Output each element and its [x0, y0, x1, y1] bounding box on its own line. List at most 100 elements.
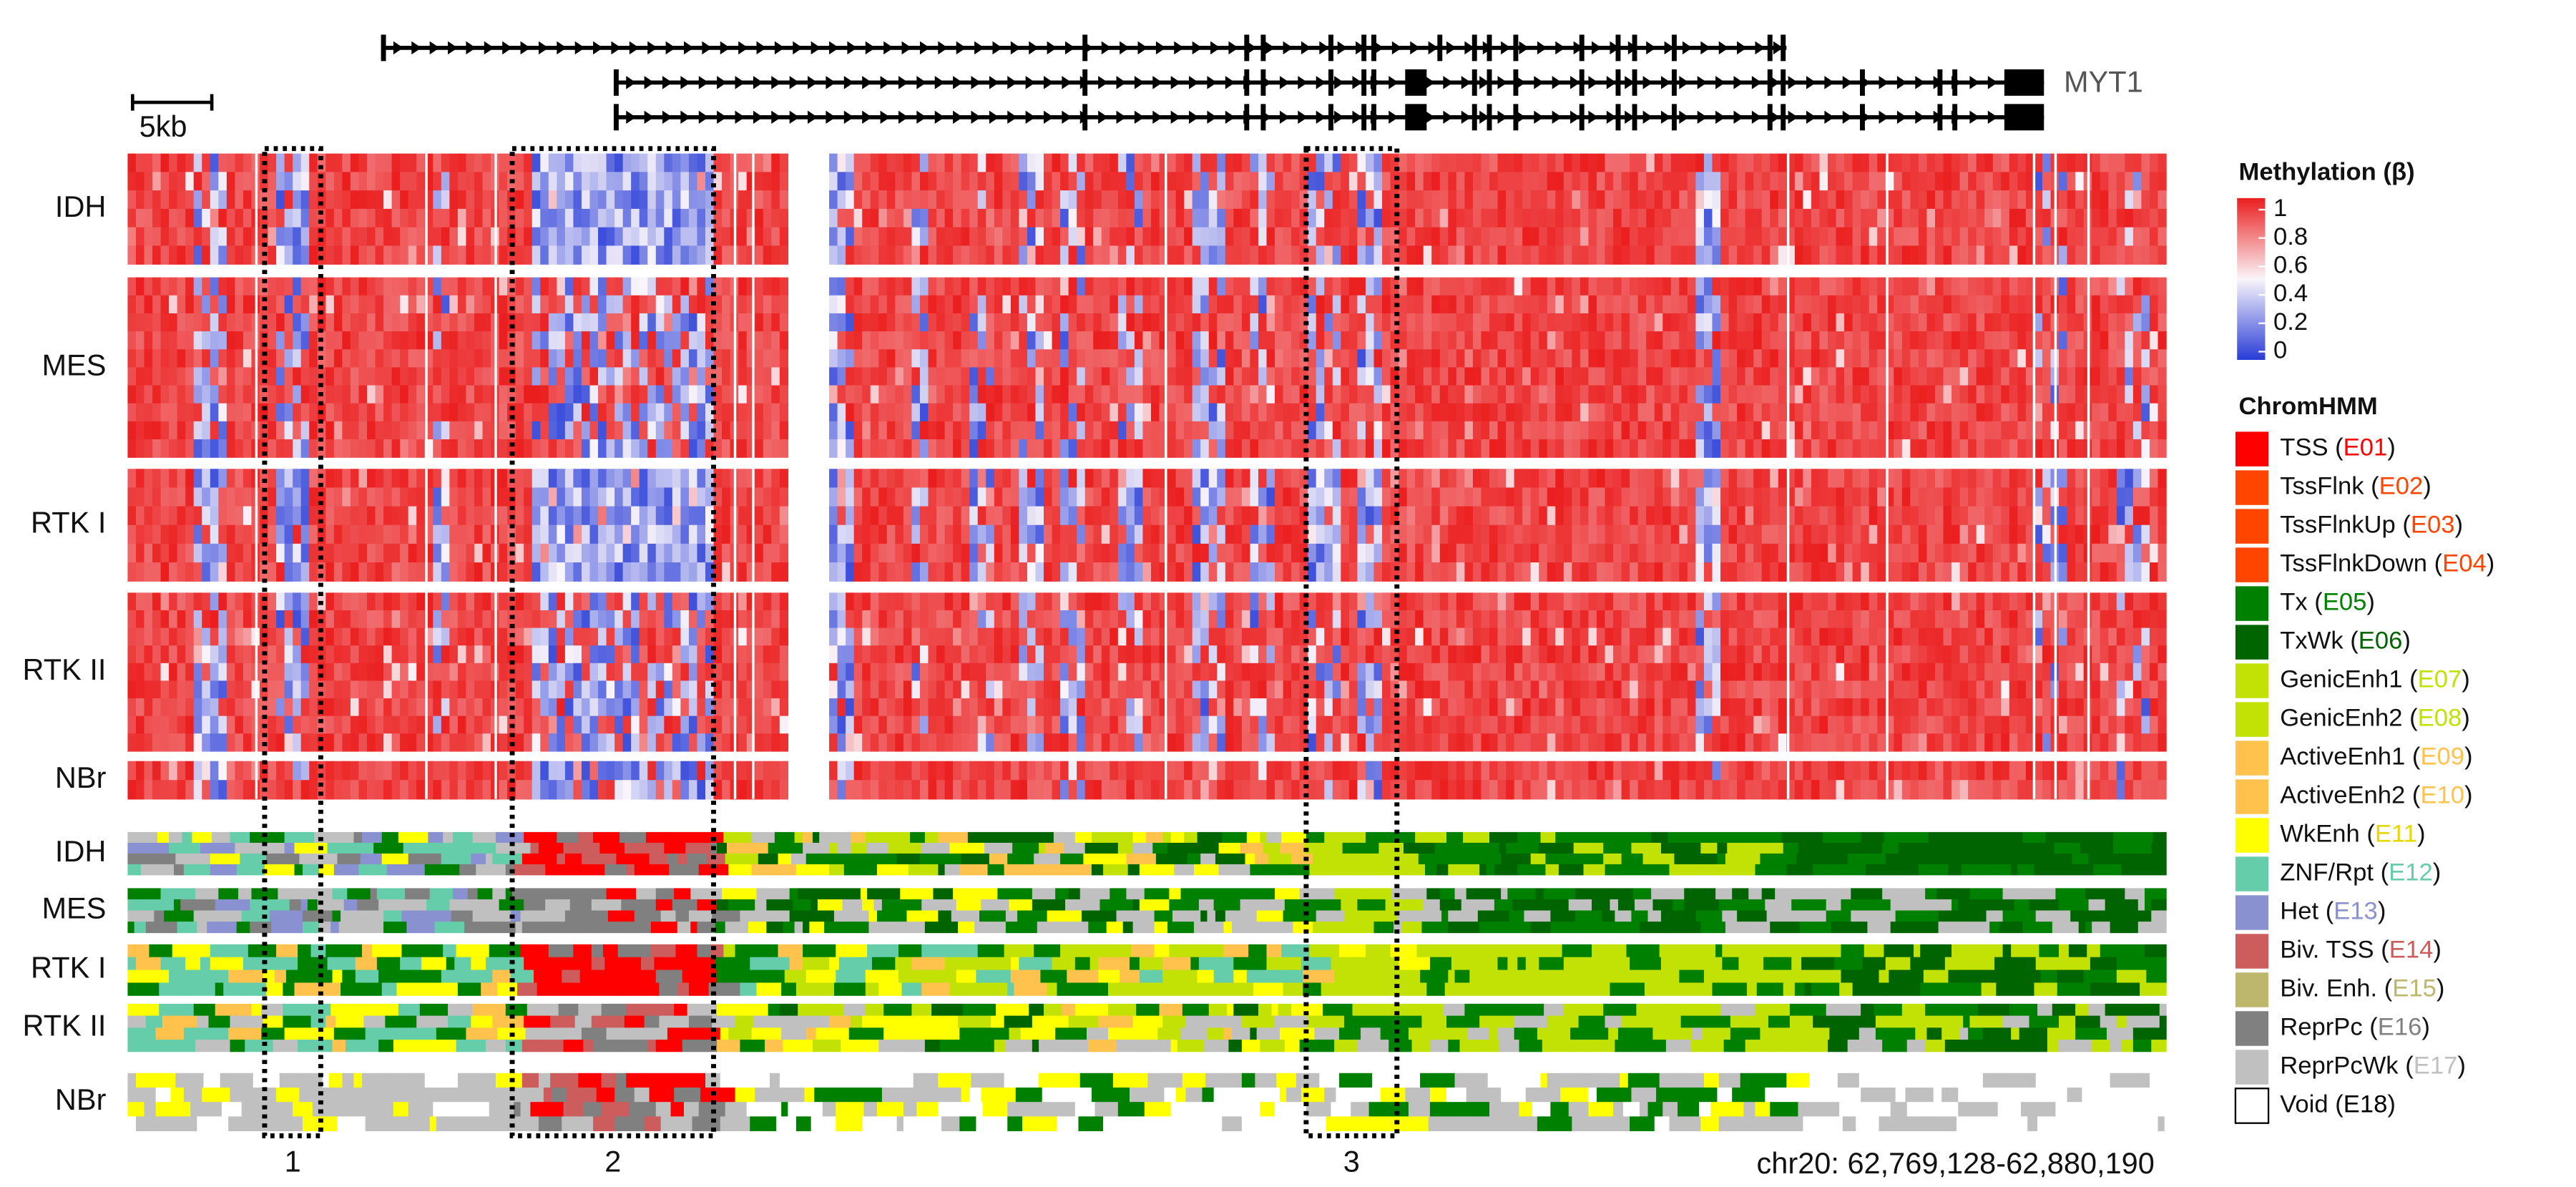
strand-arrow	[1824, 110, 1835, 124]
methylation-cell	[218, 208, 227, 228]
strand-arrow	[1773, 41, 1783, 55]
methylation-cell	[1184, 153, 1193, 173]
methylation-cell	[499, 403, 508, 422]
methylation-cell	[366, 295, 376, 314]
strand-arrow	[698, 76, 709, 89]
methylation-cell	[1943, 469, 1952, 489]
methylation-cell	[953, 385, 962, 404]
methylation-cell	[886, 524, 896, 544]
strand-arrow	[1806, 110, 1816, 124]
methylation-cell	[1828, 469, 1837, 489]
methylation-cell	[655, 367, 665, 386]
methylation-cell	[2092, 367, 2101, 386]
methylation-cell	[1580, 227, 1590, 247]
exon	[1471, 34, 1477, 62]
methylation-cell	[358, 421, 368, 440]
methylation-cell	[2067, 245, 2076, 265]
methylation-cell	[160, 385, 170, 404]
methylation-cell	[1497, 403, 1507, 422]
methylation-cell	[1959, 295, 1969, 314]
strand-arrow	[720, 41, 730, 55]
methylation-cell	[2042, 439, 2052, 458]
methylation-cell	[573, 469, 582, 489]
methylation-cell	[1563, 331, 1573, 350]
methylation-cell	[755, 313, 764, 332]
methylation-cell	[846, 331, 855, 350]
methylation-cell	[1712, 439, 1721, 458]
methylation-cell	[1175, 245, 1185, 265]
methylation-cell	[853, 153, 863, 173]
methylation-cell	[837, 403, 846, 422]
methylation-cell	[449, 208, 459, 228]
methylation-cell	[1060, 487, 1069, 507]
methylation-cell	[722, 487, 731, 507]
methylation-cell	[449, 349, 459, 368]
methylation-cell	[1918, 153, 1928, 173]
methylation-cell	[169, 295, 178, 314]
methylation-cell	[1539, 349, 1548, 368]
methylation-cell	[1712, 172, 1721, 191]
methylation-cell	[540, 506, 549, 526]
methylation-cell	[1877, 421, 1886, 440]
methylation-cell	[1027, 403, 1037, 422]
methylation-cell	[1150, 245, 1160, 265]
methylation-cell	[886, 227, 896, 247]
methylation-cell	[1861, 172, 1870, 191]
methylation-cell	[375, 469, 384, 489]
methylation-cell	[1406, 172, 1416, 191]
methylation-cell	[416, 295, 426, 314]
methylation-cell	[1737, 277, 1746, 296]
methylation-cell	[919, 349, 929, 368]
methylation-cell	[1621, 367, 1630, 386]
methylation-cell	[1399, 487, 1408, 507]
methylation-cell	[2125, 349, 2134, 368]
methylation-cell	[639, 331, 648, 350]
methylation-cell	[1819, 439, 1828, 458]
methylation-cell	[1547, 295, 1556, 314]
methylation-cell	[177, 153, 186, 173]
methylation-cell	[135, 153, 145, 173]
methylation-cell	[482, 172, 491, 191]
methylation-cell	[1514, 227, 1523, 247]
methylation-cell	[325, 524, 335, 544]
strand-arrow	[1842, 110, 1853, 124]
exon	[1082, 34, 1088, 62]
methylation-cell	[589, 295, 599, 314]
methylation-cell	[1044, 208, 1053, 228]
strand-arrow	[1116, 110, 1127, 124]
methylation-cell	[647, 439, 657, 458]
strand-arrow	[992, 41, 1003, 55]
methylation-cell	[416, 313, 426, 332]
methylation-cell	[911, 403, 921, 422]
methylation-cell	[846, 277, 855, 296]
methylation-cell	[1357, 245, 1366, 265]
methylation-cell	[2132, 277, 2142, 296]
methylation-cell	[2009, 403, 2019, 422]
methylation-cell	[1208, 487, 1218, 507]
methylation-cell	[1662, 385, 1672, 404]
methylation-cell	[1431, 487, 1441, 507]
methylation-cell	[1770, 190, 1779, 210]
methylation-cell	[878, 506, 888, 526]
methylation-cell	[2025, 439, 2035, 458]
methylation-cell	[1382, 439, 1391, 458]
strand-arrow	[1464, 41, 1475, 55]
methylation-cell	[1555, 367, 1564, 386]
methylation-cell	[2025, 506, 2035, 526]
methylation-cell	[375, 524, 384, 544]
methylation-cell	[1415, 349, 1424, 368]
methylation-cell	[1679, 227, 1688, 247]
methylation-cell	[961, 208, 970, 228]
methylation-cell	[1365, 367, 1375, 386]
methylation-cell	[936, 469, 946, 489]
methylation-cell	[903, 367, 913, 386]
methylation-cell	[300, 469, 310, 489]
methylation-cell	[903, 506, 913, 526]
methylation-cell	[1291, 487, 1301, 507]
methylation-cell	[1794, 208, 1804, 228]
methylation-cell	[1646, 421, 1655, 440]
strand-arrow	[843, 110, 854, 124]
strand-arrow	[1225, 76, 1235, 89]
methylation-cell	[944, 172, 954, 191]
methylation-cell	[1547, 403, 1556, 422]
